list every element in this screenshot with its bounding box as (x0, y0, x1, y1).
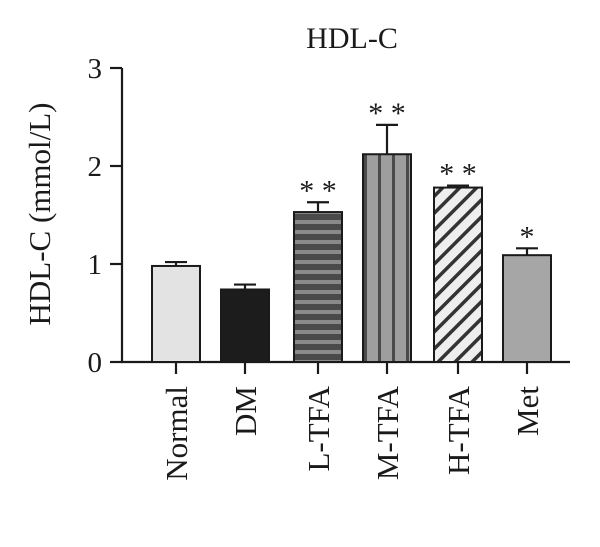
bar-h-tfa (433, 186, 483, 363)
y-tick-label: 2 (88, 151, 103, 183)
x-tick-label: M-TFA (370, 385, 405, 480)
significance-label: * (520, 220, 535, 253)
significance-label: * * (368, 97, 406, 130)
bars: * * * * * * * (151, 97, 552, 364)
bar-normal (151, 264, 201, 363)
y-tick-label: 0 (88, 347, 103, 379)
significance-label: * * (299, 174, 337, 207)
bar-m-tfa (362, 153, 412, 363)
y-tick-label: 1 (88, 249, 103, 281)
x-tick-label: Normal (159, 386, 194, 481)
chart-title: HDL-C (306, 22, 398, 55)
bar-dm (220, 288, 270, 364)
x-tick-label: L-TFA (301, 385, 336, 471)
y-tick-label: 3 (88, 53, 103, 85)
y-axis-label: HDL-C (mmol/L) (22, 103, 57, 326)
x-tick-labels: Normal DM L-TFA M-TFA H-TFA Met (159, 385, 545, 480)
significance-label: * * (439, 158, 477, 191)
x-tick-label: H-TFA (441, 385, 476, 475)
bar-l-tfa (293, 211, 343, 363)
x-tick-label: DM (228, 386, 263, 436)
x-tick-label: Met (510, 386, 545, 436)
bar-met (502, 254, 552, 363)
